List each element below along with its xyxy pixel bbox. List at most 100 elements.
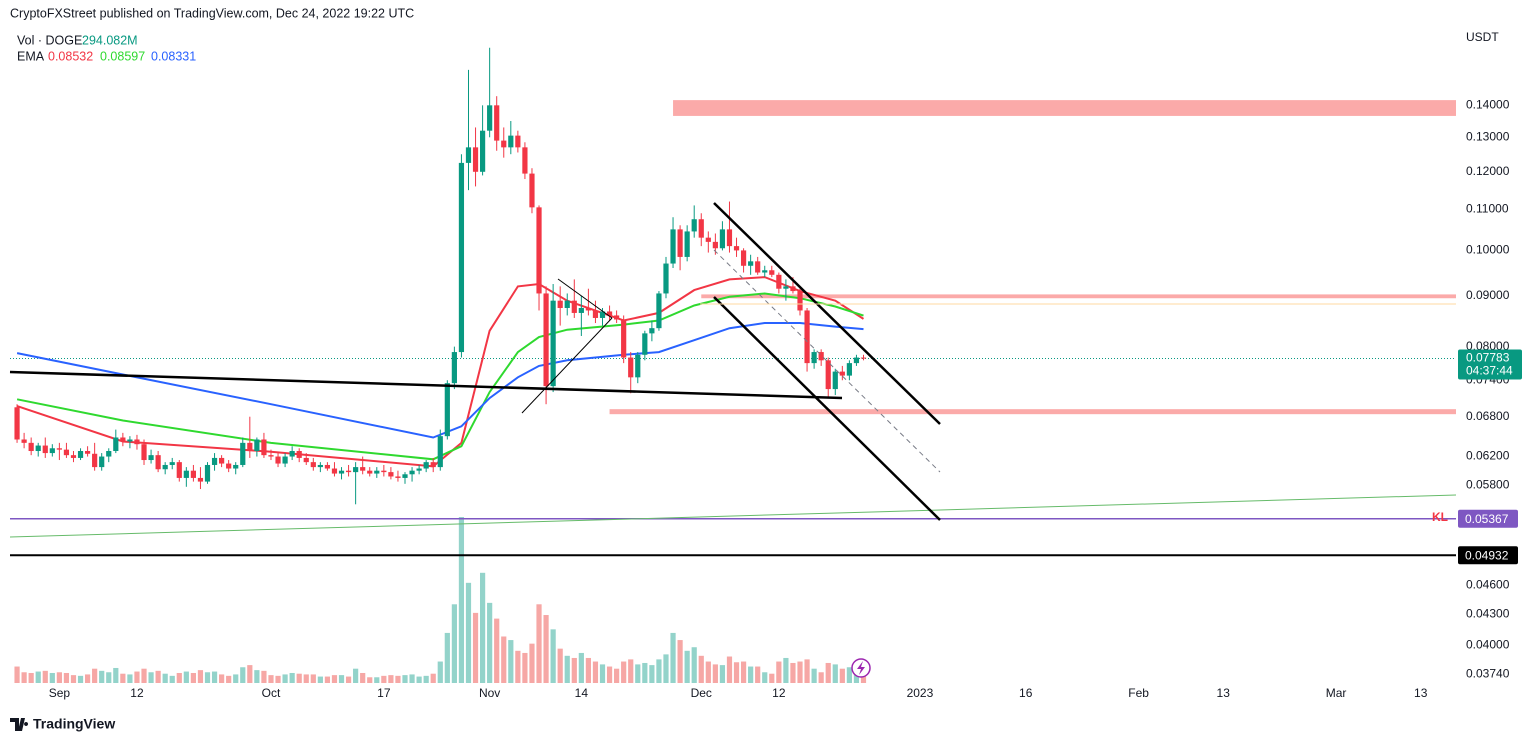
candle-body: [811, 352, 817, 364]
candle-body: [233, 464, 239, 469]
candle-body: [726, 229, 733, 247]
volume-bar: [684, 650, 690, 683]
level-label: 0.04932: [1465, 548, 1509, 562]
level-name: KL: [1432, 510, 1448, 524]
candle-body: [381, 470, 387, 473]
label-layer: 0.14000 0.13000 0.12000 0.11000 0.10000 0.090…: [48, 49, 1522, 700]
candle-body: [451, 352, 457, 384]
volume-bar: [374, 677, 380, 683]
volume-bar: [825, 662, 831, 683]
volume-layer: [14, 517, 867, 683]
volume-bar: [705, 661, 711, 683]
candle-body: [494, 105, 500, 141]
footer-brand: TradingView: [33, 716, 115, 732]
candle-body: [705, 237, 711, 242]
volume-bar: [472, 612, 479, 683]
candle-body: [402, 474, 408, 478]
candle-body: [430, 462, 436, 468]
candle-body: [219, 457, 225, 464]
y-tick-label: 0.13000: [1466, 129, 1510, 143]
volume-bar: [148, 672, 154, 683]
candle-body: [49, 448, 55, 454]
channel-line: [713, 296, 941, 521]
candle-body: [458, 162, 465, 353]
volume-bar: [487, 602, 493, 683]
candle-body: [162, 464, 168, 470]
volume-bar: [106, 672, 112, 683]
volume-bar: [416, 676, 422, 683]
candle-body: [70, 455, 77, 458]
axis-unit: USDT: [1466, 30, 1499, 44]
candle-body: [578, 307, 584, 313]
candle-body: [317, 464, 323, 468]
volume-bar: [240, 667, 246, 683]
candle-body: [585, 307, 591, 311]
volume-bar: [536, 604, 542, 683]
price-layer: [10, 47, 1456, 557]
y-tick-label: 0.14000: [1466, 97, 1510, 111]
candle-body: [289, 451, 295, 457]
y-tick-label: 0.09000: [1466, 288, 1510, 302]
volume-bar: [818, 672, 824, 683]
y-tick-label: 0.03740: [1466, 667, 1510, 681]
volume-bar: [197, 670, 204, 683]
candle-body: [487, 105, 493, 131]
candle-body: [783, 286, 789, 289]
trend-line: [521, 317, 613, 414]
x-tick-label: 14: [575, 686, 589, 700]
volume-bar: [219, 674, 225, 683]
volume-bar: [176, 672, 182, 683]
x-tick-label: Mar: [1326, 686, 1347, 700]
volume-bar: [247, 665, 253, 683]
volume-bar: [458, 517, 465, 683]
volume-bar: [190, 672, 196, 683]
volume-bar: [360, 672, 366, 683]
candle-body: [56, 448, 62, 450]
volume-bar: [451, 604, 457, 683]
volume-bar: [120, 673, 126, 683]
volume-bar: [63, 672, 70, 683]
x-tick-label: 17: [377, 686, 391, 700]
candle-body: [169, 462, 175, 465]
volume-bar: [275, 675, 281, 683]
x-tick-label: 13: [1414, 686, 1428, 700]
candle-body: [190, 470, 196, 478]
volume-bar: [606, 666, 613, 683]
volume-bar: [338, 675, 345, 683]
candle-body: [444, 383, 450, 437]
volume-bar: [585, 657, 591, 683]
volume-bar: [56, 672, 62, 683]
candle-body: [84, 451, 91, 454]
y-tick-label: 0.04000: [1466, 638, 1510, 652]
candle-body: [423, 462, 429, 469]
candle-body: [839, 371, 845, 376]
candle-body: [472, 147, 479, 172]
drawings: KL: [9, 202, 1457, 678]
volume-bar: [437, 661, 443, 683]
volume-bar: [99, 670, 105, 683]
candle-body: [99, 456, 105, 468]
price-zone: [609, 409, 1456, 415]
volume-bar: [282, 674, 288, 683]
volume-bar: [769, 673, 775, 683]
candle-body: [388, 472, 394, 477]
volume-bar: [21, 672, 27, 683]
volume-bar: [444, 632, 450, 683]
candle-body: [564, 300, 570, 308]
volume-bar: [776, 661, 782, 683]
x-tick-label: 12: [130, 686, 144, 700]
candle-body: [571, 300, 577, 313]
candle-body: [762, 270, 768, 273]
candle-body: [621, 319, 627, 358]
volume-bar: [635, 664, 641, 683]
candle-body: [592, 310, 599, 318]
volume-bar: [35, 671, 41, 683]
volume-bar: [367, 677, 373, 683]
volume-bar: [508, 640, 514, 683]
candle-body: [63, 449, 70, 456]
candle-body: [642, 333, 648, 355]
x-tick-label: Dec: [691, 686, 712, 700]
candle-body: [628, 357, 634, 378]
